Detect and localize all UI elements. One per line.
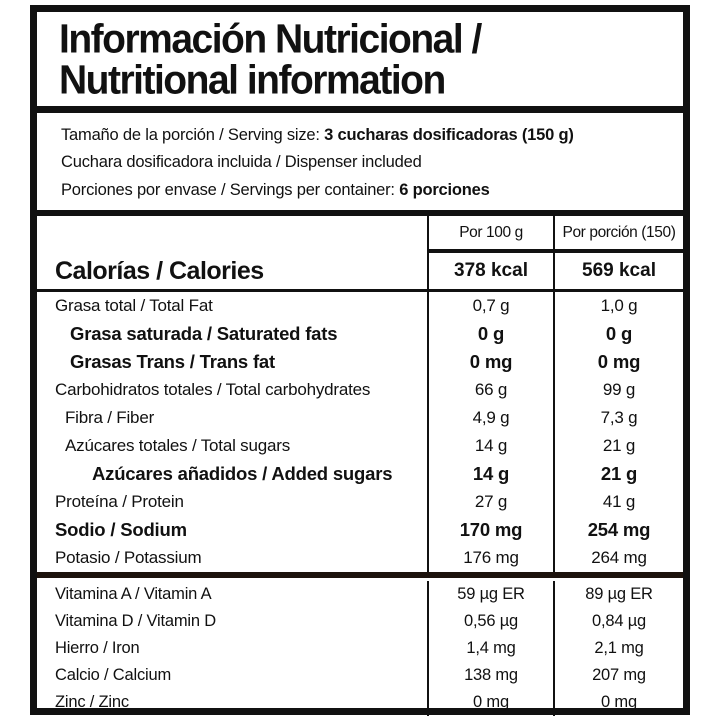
value-per-100g: 27 g: [427, 488, 553, 517]
nutrient-row-total-sugars: Azúcares totales / Total sugars 14 g 21 …: [37, 432, 683, 461]
value-per-100g: 14 g: [427, 432, 553, 461]
nutrient-label: Calcio / Calcium: [55, 666, 171, 685]
nutrition-table: Por 100 g Por porción (150) Calorías / C…: [37, 216, 683, 717]
value-per-portion: 264 mg: [553, 544, 683, 573]
nutrient-label: Proteína / Protein: [55, 492, 184, 512]
value-per-portion: 1,0 g: [553, 292, 683, 321]
value-per-portion: 41 g: [553, 488, 683, 517]
column-header-per-100g: Por 100 g: [427, 216, 553, 254]
value-per-100g: 14 g: [427, 460, 553, 489]
value-per-portion: 0 g: [553, 320, 683, 349]
column-header-per-portion: Por porción (150): [553, 216, 683, 254]
value-per-portion: 2,1 mg: [553, 635, 683, 663]
servings-value: 6 porciones: [399, 180, 490, 199]
value-per-100g: 0 mg: [427, 348, 553, 377]
nutrient-row-fiber: Fibra / Fiber 4,9 g 7,3 g: [37, 404, 683, 433]
nutrient-label: Azúcares totales / Total sugars: [65, 436, 290, 456]
serving-size-value: 3 cucharas dosificadoras (150 g): [324, 126, 574, 145]
serving-size-label: Tamaño de la porción / Serving size:: [61, 126, 325, 145]
value-per-100g: 59 µg ER: [427, 581, 553, 609]
nutrient-row-protein: Proteína / Protein 27 g 41 g: [37, 488, 683, 517]
value-per-portion: 207 mg: [553, 662, 683, 690]
nutrient-row-total-carbohydrates: Carbohidratos totales / Total carbohydra…: [37, 376, 683, 405]
value-per-100g: 138 mg: [427, 662, 553, 690]
nutrient-label: Hierro / Iron: [55, 639, 140, 658]
value-per-100g: 170 mg: [427, 516, 553, 545]
dispenser-line: Cuchara dosificadora incluida / Dispense…: [61, 153, 422, 172]
nutrient-row-potassium: Potasio / Potassium 176 mg 264 mg: [37, 544, 683, 573]
value-per-portion: 7,3 g: [553, 404, 683, 433]
nutrient-label: Fibra / Fiber: [65, 408, 155, 428]
nutrient-label: Grasas Trans / Trans fat: [70, 351, 275, 373]
value-per-100g: 0,56 µg: [427, 608, 553, 636]
micronutrient-row-iron: Hierro / Iron 1,4 mg 2,1 mg: [37, 635, 683, 663]
value-per-portion: 89 µg ER: [553, 581, 683, 609]
nutrition-label: Información Nutricional / Nutritional in…: [30, 5, 690, 717]
nutrient-label: Sodio / Sodium: [55, 519, 187, 541]
servings-label: Porciones por envase / Servings per cont…: [61, 180, 400, 199]
value-per-portion: 0 mg: [553, 689, 683, 717]
value-per-portion: 99 g: [553, 376, 683, 405]
micronutrient-row-vitamin-a: Vitamina A / Vitamin A 59 µg ER 89 µg ER: [37, 581, 683, 609]
nutrient-label: Carbohidratos totales / Total carbohydra…: [55, 380, 371, 400]
nutrient-label: Zinc / Zinc: [55, 693, 129, 712]
micronutrient-row-vitamin-d: Vitamina D / Vitamin D 0,56 µg 0,84 µg: [37, 608, 683, 636]
servings-per-container-line: Porciones por envase / Servings per cont…: [61, 177, 669, 204]
value-per-portion: 254 mg: [553, 516, 683, 545]
micronutrient-row-calcium: Calcio / Calcium 138 mg 207 mg: [37, 662, 683, 690]
nutrient-row-saturated-fat: Grasa saturada / Saturated fats 0 g 0 g: [37, 320, 683, 349]
nutrient-row-added-sugars: Azúcares añadidos / Added sugars 14 g 21…: [37, 460, 683, 489]
nutrient-label: Vitamina D / Vitamin D: [55, 612, 216, 631]
nutrient-row-total-fat: Grasa total / Total Fat 0,7 g 1,0 g: [37, 292, 683, 321]
value-per-100g: 1,4 mg: [427, 635, 553, 663]
value-per-100g: 0,7 g: [427, 292, 553, 321]
column-header-row: Por 100 g Por porción (150): [37, 216, 683, 254]
value-per-portion: 21 g: [553, 460, 683, 489]
value-per-100g: 0 mg: [427, 689, 553, 717]
value-per-100g: 176 mg: [427, 544, 553, 573]
value-per-portion: 0,84 µg: [553, 608, 683, 636]
value-per-100g: 66 g: [427, 376, 553, 405]
micronutrient-row-zinc: Zinc / Zinc 0 mg 0 mg: [37, 689, 683, 717]
calories-label: Calorías / Calories: [55, 256, 264, 285]
value-per-100g: 0 g: [427, 320, 553, 349]
serving-info: Tamaño de la porción / Serving size: 3 c…: [37, 113, 683, 217]
nutrient-label: Grasa saturada / Saturated fats: [70, 323, 338, 345]
micronutrient-block: Vitamina A / Vitamin A 59 µg ER 89 µg ER…: [37, 578, 683, 717]
serving-size-line: Tamaño de la porción / Serving size: 3 c…: [61, 122, 669, 149]
calories-row: Calorías / Calories 378 kcal 569 kcal: [37, 253, 683, 293]
nutrient-label: Vitamina A / Vitamin A: [55, 585, 212, 604]
nutrient-row-sodium: Sodio / Sodium 170 mg 254 mg: [37, 516, 683, 545]
value-per-portion: 0 mg: [553, 348, 683, 377]
nutrient-label: Potasio / Potassium: [55, 548, 202, 568]
calories-per-100g: 378 kcal: [427, 253, 553, 290]
micronutrient-divider: [37, 572, 683, 579]
title-line-spanish: Información Nutricional /: [59, 16, 482, 62]
title-line-english: Nutritional information: [59, 57, 446, 103]
nutrient-row-trans-fat: Grasas Trans / Trans fat 0 mg 0 mg: [37, 348, 683, 377]
value-per-portion: 21 g: [553, 432, 683, 461]
nutrient-label: Azúcares añadidos / Added sugars: [92, 463, 393, 485]
label-title: Información Nutricional / Nutritional in…: [37, 12, 683, 114]
nutrient-label: Grasa total / Total Fat: [55, 296, 213, 316]
value-per-100g: 4,9 g: [427, 404, 553, 433]
calories-per-portion: 569 kcal: [553, 253, 683, 290]
